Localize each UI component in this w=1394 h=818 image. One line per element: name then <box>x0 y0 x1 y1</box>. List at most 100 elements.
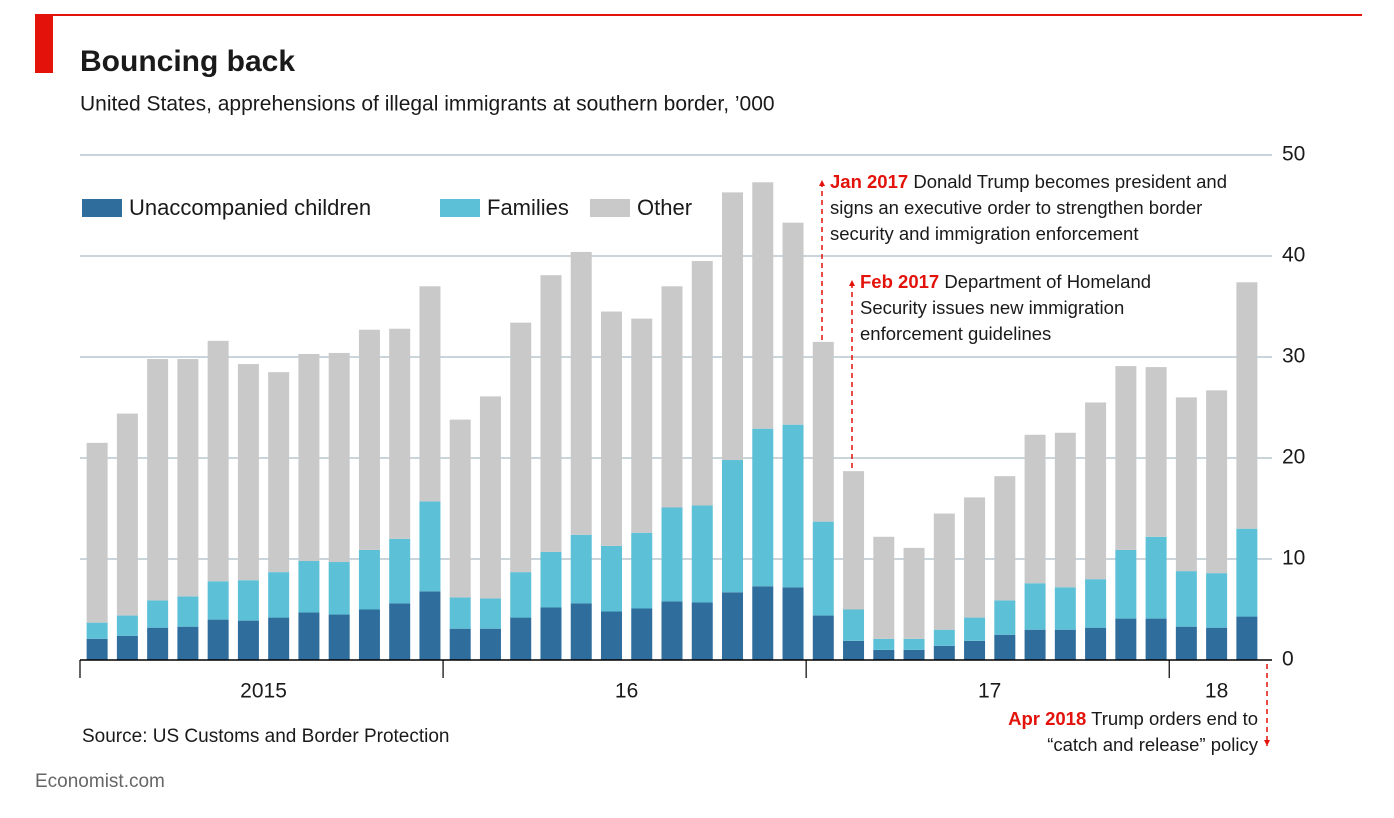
bar-segment <box>419 501 441 592</box>
bar-segment <box>964 617 986 641</box>
bar-segment <box>268 572 290 618</box>
bar-segment <box>298 561 320 613</box>
annotation-text: security and immigration enforcement <box>830 223 1138 244</box>
bar-segment <box>752 586 774 660</box>
annotation-line: signs an executive order to strengthen b… <box>830 197 1202 218</box>
bar-segment <box>994 634 1016 660</box>
bar-segment <box>1236 616 1258 660</box>
bar-segment <box>1054 629 1076 660</box>
bar-segment <box>237 620 259 660</box>
bar-segment <box>358 609 380 660</box>
bar-segment <box>933 513 955 630</box>
bar-segment <box>752 428 774 587</box>
x-tick-label: 2015 <box>240 680 287 703</box>
bar-segment <box>782 424 804 588</box>
bar-segment <box>1206 627 1228 660</box>
bar-segment <box>1236 282 1258 529</box>
x-tick-label: 16 <box>615 680 638 703</box>
bar-segment <box>116 615 138 636</box>
annotation-date: Jan 2017 <box>830 171 908 192</box>
bar-segment <box>1054 587 1076 630</box>
bar-segment <box>903 547 925 639</box>
bar-segment <box>1145 367 1167 537</box>
legend-label: Families <box>487 195 569 220</box>
bar-segment <box>812 521 834 616</box>
bar-segment <box>1145 536 1167 619</box>
bar-segment <box>540 607 562 660</box>
annotation-line: Trump orders end to <box>1091 708 1258 729</box>
bar-segment <box>722 592 744 660</box>
bar-segment <box>1024 629 1046 660</box>
bar-segment <box>389 538 411 604</box>
bar-segment <box>1145 618 1167 660</box>
bar-segment <box>419 286 441 502</box>
bar-segment <box>994 600 1016 635</box>
bar-segment <box>268 617 290 660</box>
bar-segment <box>479 598 501 629</box>
bar-segment <box>570 603 592 660</box>
annotation-date: Feb 2017 <box>860 271 939 292</box>
bar-segment <box>873 638 895 650</box>
bar-segment <box>1024 434 1046 584</box>
bar-segment <box>147 600 169 628</box>
legend-swatch <box>440 199 480 217</box>
bar-segment <box>1085 402 1107 580</box>
annotation-line: enforcement guidelines <box>860 323 1051 344</box>
x-tick-label: 17 <box>978 680 1001 703</box>
source: Source: US Customs and Border Protection <box>82 726 450 747</box>
bar-segment <box>177 596 199 627</box>
bar-segment <box>86 638 108 660</box>
y-tick-label: 0 <box>1282 648 1294 671</box>
bar-segment <box>207 340 229 582</box>
bar-segment <box>449 419 471 598</box>
bar-segment <box>903 649 925 660</box>
bar-segment <box>389 328 411 539</box>
bar-segment <box>86 442 108 623</box>
bar-segment <box>964 640 986 660</box>
bar-segment <box>147 359 169 601</box>
bar-segment <box>600 545 622 612</box>
bar-segment <box>1085 627 1107 660</box>
bar-segment <box>933 645 955 660</box>
bar-segment <box>1115 366 1137 550</box>
annotation-line: Department of Homeland <box>944 271 1151 292</box>
bar-segment <box>147 627 169 660</box>
y-tick-label: 50 <box>1282 143 1305 166</box>
bar-segment <box>722 192 744 461</box>
bar-segment <box>540 551 562 608</box>
bar-segment <box>237 364 259 581</box>
annotation-line: Donald Trump becomes president and <box>913 171 1227 192</box>
legend-swatch <box>590 199 630 217</box>
bar-segment <box>328 562 350 615</box>
bar-segment <box>1206 390 1228 574</box>
bar-segment <box>449 628 471 660</box>
bar-segment <box>1175 571 1197 627</box>
bar-segment <box>873 649 895 660</box>
bar-segment <box>812 341 834 522</box>
annotation-text: Security issues new immigration <box>860 297 1124 318</box>
bar-segment <box>691 602 713 660</box>
bar-segment <box>116 635 138 660</box>
bar-segment <box>358 329 380 550</box>
bar-segment <box>661 507 683 602</box>
bar-segment <box>1236 528 1258 617</box>
chart-subtitle: United States, apprehensions of illegal … <box>80 93 775 116</box>
bar-segment <box>298 353 320 562</box>
bar-segment <box>510 322 532 573</box>
bar-segment <box>661 601 683 660</box>
bar-segment <box>328 352 350 563</box>
bar-segment <box>631 318 653 533</box>
bar-segment <box>812 615 834 660</box>
bar-segment <box>933 629 955 646</box>
bar-segment <box>1206 573 1228 628</box>
bar-segment <box>570 251 592 535</box>
bar-segment <box>449 597 471 629</box>
bar-segment <box>631 608 653 660</box>
legend-swatch <box>82 199 122 217</box>
bar-segment <box>1175 626 1197 660</box>
bar-segment <box>873 536 895 639</box>
bar-segment <box>479 396 501 599</box>
bar-segment <box>1024 583 1046 630</box>
y-tick-label: 40 <box>1282 244 1305 267</box>
bar-segment <box>116 413 138 616</box>
